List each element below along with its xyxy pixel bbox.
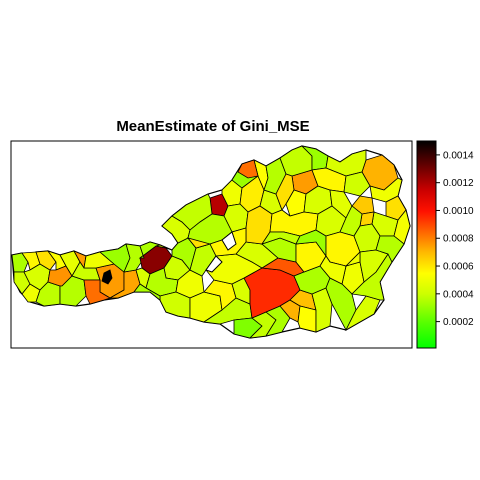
district-s05[interactable] <box>343 171 371 197</box>
district-v15[interactable] <box>83 251 115 269</box>
district-t08[interactable] <box>101 269 113 285</box>
district-v14[interactable] <box>83 279 111 305</box>
legend-ticks: 0.0002 0.0004 0.0006 0.0008 0.0010 0.0012 0.00… <box>436 150 474 328</box>
district-u11[interactable] <box>237 159 259 179</box>
gap-area-2 <box>221 231 237 251</box>
legend-tick-label: 0.0002 <box>443 317 474 328</box>
district-s11[interactable] <box>393 209 411 245</box>
legend-tick-label: 0.0004 <box>443 289 474 300</box>
district-b02[interactable] <box>325 277 357 331</box>
district-x01[interactable] <box>159 291 191 319</box>
plot-title: MeanEstimate of Gini_MSE <box>116 118 310 135</box>
district-v01[interactable] <box>11 252 29 273</box>
legend-colorbar <box>416 140 437 349</box>
district-v21[interactable] <box>155 244 173 251</box>
legend-tick-label: 0.0014 <box>443 150 474 161</box>
gap-area-1 <box>205 255 223 273</box>
district-s34[interactable] <box>344 251 361 267</box>
district-v23[interactable] <box>133 283 161 301</box>
legend-tick-label: 0.0010 <box>443 206 474 217</box>
legend-tick-label: 0.0008 <box>443 234 474 245</box>
district-s33[interactable] <box>375 235 405 263</box>
district-v22[interactable] <box>186 237 212 249</box>
legend-tick-label: 0.0006 <box>443 262 474 273</box>
region-layer <box>11 145 411 339</box>
district-s18[interactable] <box>297 305 317 333</box>
legend-tick-label: 0.0012 <box>443 178 474 189</box>
district-s06[interactable] <box>369 177 403 203</box>
